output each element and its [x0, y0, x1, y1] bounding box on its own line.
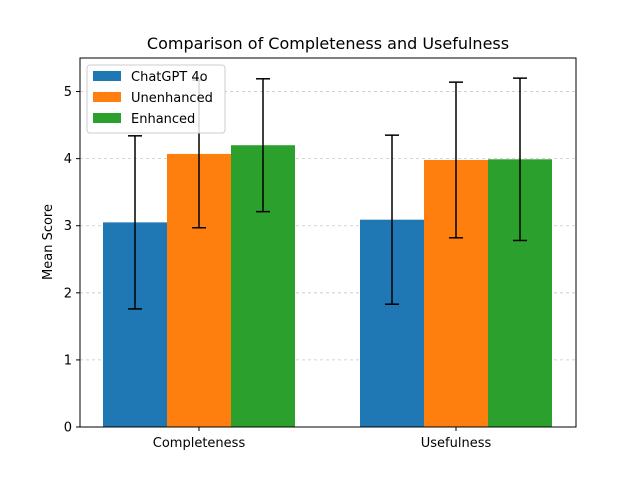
bars: [103, 145, 552, 428]
y-tick-label: 5: [64, 85, 72, 100]
y-axis: 0 1 2 3 4 5: [64, 85, 80, 436]
x-axis: Completeness Usefulness: [153, 427, 492, 451]
y-axis-label: Mean Score: [41, 204, 56, 280]
legend-swatch: [93, 71, 121, 81]
y-tick-label: 2: [64, 286, 72, 301]
legend-label: Enhanced: [131, 112, 195, 127]
legend-box: [86, 64, 226, 134]
y-tick-label: 0: [64, 421, 72, 436]
legend: ChatGPT 4o Unenhanced Enhanced: [86, 64, 226, 134]
chart-title: Comparison of Completeness and Usefulnes…: [147, 34, 509, 53]
legend-label: Unenhanced: [131, 91, 213, 106]
y-tick-label: 4: [64, 152, 72, 167]
x-tick-label: Usefulness: [421, 436, 492, 451]
legend-label: ChatGPT 4o: [131, 70, 208, 85]
y-tick-label: 3: [64, 219, 72, 234]
legend-swatch: [93, 113, 121, 123]
plot-frame: [79, 57, 577, 428]
x-tick-label: Completeness: [153, 436, 246, 451]
y-tick-label: 1: [64, 353, 72, 368]
legend-swatch: [93, 92, 121, 102]
